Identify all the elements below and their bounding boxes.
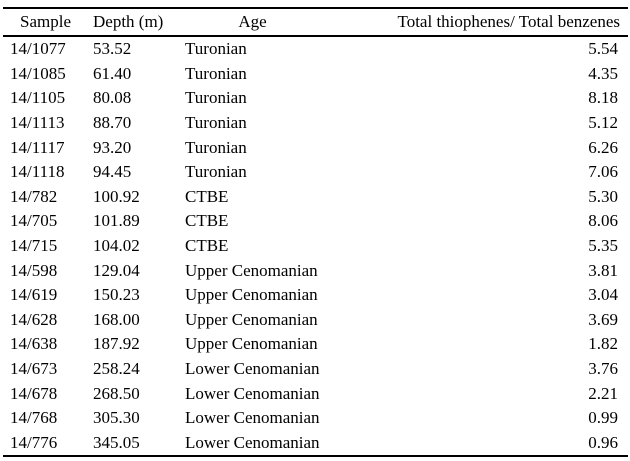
cell-depth: 345.05 [93, 432, 140, 452]
table-row: 14/619 150.23 Upper Cenomanian 3.04 [3, 283, 628, 308]
cell-ratio: 5.35 [588, 236, 618, 256]
cell-depth: 94.45 [93, 162, 132, 182]
cell-sample: 14/768 [10, 408, 58, 428]
cell-sample: 14/1118 [10, 162, 65, 182]
cell-depth: 53.52 [93, 39, 132, 59]
cell-ratio: 0.96 [588, 432, 618, 452]
cell-sample: 14/619 [10, 285, 58, 305]
cell-age: Lower Cenomanian [185, 359, 320, 379]
cell-age: Upper Cenomanian [185, 260, 318, 280]
table-body: 14/1077 53.52 Turonian 5.54 14/1085 61.40 Turo… [3, 36, 628, 456]
cell-ratio: 3.81 [588, 260, 618, 280]
cell-age: Turonian [185, 63, 247, 83]
col-header-age: Age [180, 8, 345, 37]
table-row: 14/715 104.02 CTBE 5.35 [3, 234, 628, 259]
cell-age: Turonian [185, 137, 247, 157]
cell-sample: 14/673 [10, 359, 58, 379]
cell-ratio: 5.54 [588, 39, 618, 59]
cell-ratio: 0.99 [588, 408, 618, 428]
cell-depth: 101.89 [93, 211, 140, 231]
cell-ratio: 6.26 [588, 137, 618, 157]
cell-ratio: 2.21 [588, 383, 618, 403]
cell-depth: 80.08 [93, 88, 132, 108]
cell-depth: 104.02 [93, 236, 140, 256]
cell-sample: 14/705 [10, 211, 58, 231]
cell-age: Upper Cenomanian [185, 309, 318, 329]
cell-age: Turonian [185, 39, 247, 59]
cell-depth: 93.20 [93, 137, 132, 157]
table-row: 14/776 345.05 Lower Cenomanian 0.96 [3, 431, 628, 457]
cell-age: CTBE [185, 236, 229, 256]
cell-depth: 268.50 [93, 383, 140, 403]
table-row: 14/1117 93.20 Turonian 6.26 [3, 135, 628, 160]
table-row: 14/1118 94.45 Turonian 7.06 [3, 160, 628, 185]
cell-ratio: 1.82 [588, 334, 618, 354]
cell-ratio: 3.76 [588, 359, 618, 379]
cell-ratio: 8.18 [588, 88, 618, 108]
table-row: 14/678 268.50 Lower Cenomanian 2.21 [3, 381, 628, 406]
cell-sample: 14/678 [10, 383, 58, 403]
cell-ratio: 5.12 [588, 113, 618, 133]
table-row: 14/673 258.24 Lower Cenomanian 3.76 [3, 357, 628, 382]
table-row: 14/768 305.30 Lower Cenomanian 0.99 [3, 406, 628, 431]
cell-depth: 187.92 [93, 334, 140, 354]
samples-table: Sample Depth (m) Age Total thiophenes/ T… [3, 7, 628, 458]
cell-depth: 61.40 [93, 63, 132, 83]
table-row: 14/628 168.00 Upper Cenomanian 3.69 [3, 308, 628, 333]
cell-depth: 100.92 [93, 186, 140, 206]
cell-age: Lower Cenomanian [185, 408, 320, 428]
cell-sample: 14/715 [10, 236, 58, 256]
cell-age: Turonian [185, 162, 247, 182]
cell-age: Turonian [185, 113, 247, 133]
cell-ratio: 8.06 [588, 211, 618, 231]
header-row: Sample Depth (m) Age Total thiophenes/ T… [3, 8, 628, 37]
cell-depth: 258.24 [93, 359, 140, 379]
cell-depth: 129.04 [93, 260, 140, 280]
cell-ratio: 4.35 [588, 63, 618, 83]
cell-ratio: 7.06 [588, 162, 618, 182]
cell-ratio: 5.30 [588, 186, 618, 206]
cell-age: Lower Cenomanian [185, 383, 320, 403]
cell-age: CTBE [185, 211, 229, 231]
cell-sample: 14/1077 [10, 39, 66, 59]
cell-age: CTBE [185, 186, 229, 206]
table-row: 14/638 187.92 Upper Cenomanian 1.82 [3, 332, 628, 357]
cell-sample: 14/1117 [10, 137, 65, 157]
table-row: 14/782 100.92 CTBE 5.30 [3, 185, 628, 210]
cell-sample: 14/1085 [10, 63, 66, 83]
table-row: 14/1077 53.52 Turonian 5.54 [3, 36, 628, 62]
col-header-depth: Depth (m) [88, 8, 180, 37]
cell-depth: 88.70 [93, 113, 132, 133]
table-row: 14/1085 61.40 Turonian 4.35 [3, 62, 628, 87]
table-row: 14/1113 88.70 Turonian 5.12 [3, 111, 628, 136]
cell-sample: 14/638 [10, 334, 58, 354]
cell-ratio: 3.69 [588, 309, 618, 329]
cell-sample: 14/776 [10, 432, 58, 452]
cell-depth: 168.00 [93, 309, 140, 329]
cell-sample: 14/628 [10, 309, 58, 329]
cell-depth: 305.30 [93, 408, 140, 428]
cell-age: Upper Cenomanian [185, 334, 318, 354]
col-header-sample: Sample [3, 8, 88, 37]
cell-age: Lower Cenomanian [185, 432, 320, 452]
cell-sample: 14/1113 [10, 113, 65, 133]
table-row: 14/598 129.04 Upper Cenomanian 3.81 [3, 258, 628, 283]
cell-sample: 14/782 [10, 186, 58, 206]
cell-age: Turonian [185, 88, 247, 108]
table-row: 14/705 101.89 CTBE 8.06 [3, 209, 628, 234]
cell-sample: 14/598 [10, 260, 58, 280]
cell-sample: 14/1105 [10, 88, 66, 108]
col-header-ratio: Total thiophenes/ Total benzenes [345, 8, 628, 37]
cell-depth: 150.23 [93, 285, 140, 305]
table-row: 14/1105 80.08 Turonian 8.18 [3, 86, 628, 111]
cell-age: Upper Cenomanian [185, 285, 318, 305]
cell-ratio: 3.04 [588, 285, 618, 305]
